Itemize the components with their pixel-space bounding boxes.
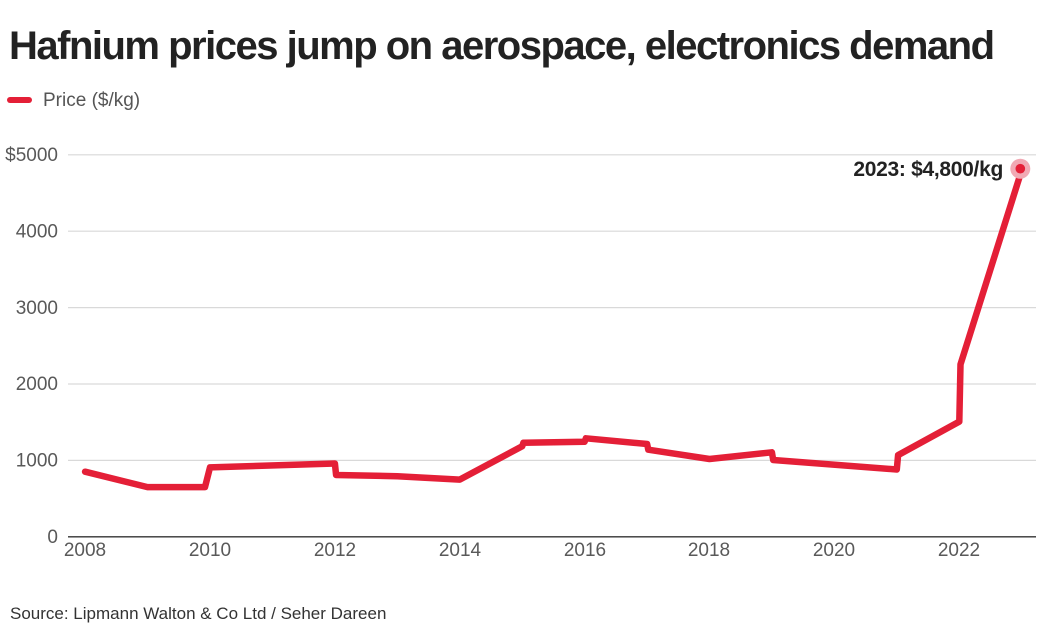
svg-text:2022: 2022 [938, 540, 980, 561]
svg-text:2000: 2000 [16, 374, 58, 395]
svg-text:2010: 2010 [189, 540, 231, 561]
svg-text:2014: 2014 [439, 540, 482, 561]
svg-text:2008: 2008 [64, 540, 106, 561]
svg-text:4000: 4000 [16, 222, 58, 243]
svg-text:1000: 1000 [16, 451, 58, 472]
svg-text:$5000: $5000 [5, 145, 58, 166]
svg-text:3000: 3000 [16, 298, 58, 319]
svg-text:2012: 2012 [314, 540, 356, 561]
svg-text:2020: 2020 [813, 540, 855, 561]
svg-text:0: 0 [47, 527, 58, 548]
svg-text:2016: 2016 [564, 540, 606, 561]
svg-text:2023: $4,800/kg: 2023: $4,800/kg [853, 158, 1003, 181]
svg-text:2018: 2018 [688, 540, 730, 561]
